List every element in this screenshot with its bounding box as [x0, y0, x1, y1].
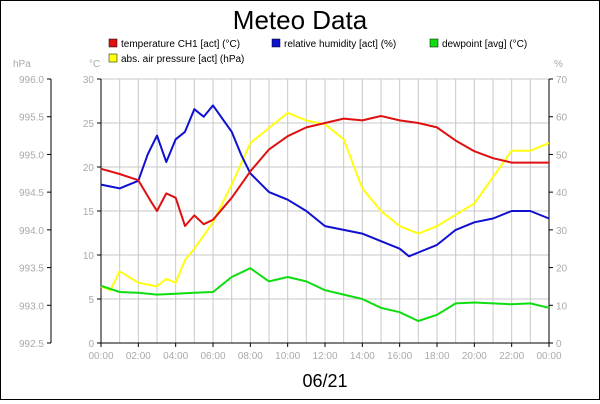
percent-tick-label: 10 — [556, 301, 568, 312]
hpa-tick-label: 993.0 — [19, 301, 44, 312]
legend-label-humidity: relative humidity [act] (%) — [284, 39, 396, 50]
percent-axis-unit: % — [554, 59, 563, 70]
temperature-line — [100, 115, 549, 227]
humidity-line — [100, 104, 550, 258]
x-tick-label: 14:00 — [350, 351, 375, 362]
series-lines — [100, 104, 550, 322]
hpa-tick-label: 994.5 — [19, 188, 44, 199]
percent-tick-label: 60 — [556, 113, 568, 124]
x-tick-label: 18:00 — [424, 351, 449, 362]
hpa-axis-unit: hPa — [13, 59, 31, 70]
hpa-tick-label: 992.5 — [19, 339, 44, 350]
celsius-tick-label: 0 — [88, 339, 94, 350]
x-tick-label: 16:00 — [387, 351, 412, 362]
x-tick-label: 04:00 — [163, 351, 188, 362]
percent-tick-label: 70 — [556, 75, 568, 86]
x-axis-label: 06/21 — [302, 371, 347, 391]
celsius-tick-label: 15 — [83, 207, 95, 218]
celsius-tick-label: 30 — [83, 75, 95, 86]
hpa-tick-label: 995.0 — [19, 150, 44, 161]
legend-label-pressure: abs. air pressure [act] (hPa) — [121, 54, 244, 65]
celsius-tick-label: 10 — [83, 251, 95, 262]
celsius-tick-label: 25 — [83, 119, 95, 130]
hpa-tick-label: 994.0 — [19, 226, 44, 237]
legend-label-dewpoint: dewpoint [avg] (°C) — [442, 39, 527, 50]
hpa-tick-label: 996.0 — [19, 75, 44, 86]
celsius-tick-label: 5 — [88, 295, 94, 306]
percent-tick-label: 20 — [556, 264, 568, 275]
percent-tick-label: 30 — [556, 226, 568, 237]
legend-swatch-dewpoint — [429, 38, 439, 48]
x-tick-label: 20:00 — [462, 351, 487, 362]
chart-title: Meteo Data — [233, 5, 368, 35]
legend-swatch-temperature — [108, 38, 118, 48]
x-tick-label: 00:00 — [536, 351, 561, 362]
legend-swatch-humidity — [271, 38, 281, 48]
celsius-tick-label: 20 — [83, 163, 95, 174]
celsius-axis-unit: °C — [89, 59, 100, 70]
x-tick-label: 02:00 — [126, 351, 151, 362]
x-tick-label: 08:00 — [238, 351, 263, 362]
hpa-tick-label: 993.5 — [19, 264, 44, 275]
x-tick-label: 10:00 — [275, 351, 300, 362]
dewpoint-line — [100, 267, 550, 322]
legend-label-temperature: temperature CH1 [act] (°C) — [121, 39, 240, 50]
percent-tick-label: 0 — [556, 339, 562, 350]
percent-tick-label: 50 — [556, 150, 568, 161]
legend: temperature CH1 [act] (°C) relative humi… — [108, 38, 527, 65]
x-tick-label: 06:00 — [200, 351, 225, 362]
x-tick-label: 22:00 — [499, 351, 524, 362]
percent-tick-label: 40 — [556, 188, 568, 199]
axes: 0 5 10 15 20 25 30 0 10 20 30 40 50 60 70 992.5 993.0 993… — [19, 75, 568, 362]
pressure-line — [100, 111, 550, 292]
x-tick-label: 00:00 — [88, 351, 113, 362]
x-tick-label: 12:00 — [312, 351, 337, 362]
legend-swatch-pressure — [108, 53, 118, 63]
hpa-tick-label: 995.5 — [19, 113, 44, 124]
